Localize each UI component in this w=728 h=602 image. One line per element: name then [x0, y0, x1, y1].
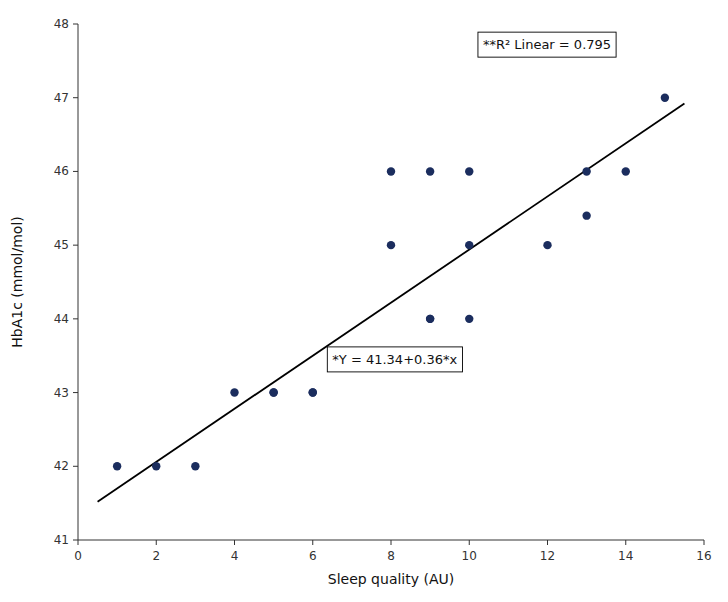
x-tick: [469, 540, 470, 545]
x-tick-label: 10: [462, 549, 477, 563]
annotation: *Y = 41.34+0.36*x: [327, 347, 462, 372]
annotation: **R² Linear = 0.795: [478, 32, 616, 57]
x-tick-label: 2: [152, 549, 160, 563]
y-tick-label: 46: [54, 164, 69, 178]
y-tick-label: 45: [54, 238, 69, 252]
x-tick: [156, 540, 157, 545]
scatter-point: [113, 462, 121, 470]
chart: 02468101214164142434445464748Sleep quali…: [0, 0, 728, 602]
scatter-point: [426, 167, 434, 175]
scatter-point: [465, 241, 473, 249]
x-tick-label: 16: [696, 549, 711, 563]
x-tick-label: 0: [74, 549, 82, 563]
y-tick: [73, 97, 78, 98]
y-tick: [73, 245, 78, 246]
y-tick-label: 42: [54, 459, 69, 473]
annotation-text: *Y = 41.34+0.36*x: [332, 352, 457, 367]
x-tick: [704, 540, 705, 545]
y-tick-label: 47: [54, 91, 69, 105]
scatter-point: [582, 167, 590, 175]
regression-line: [98, 104, 685, 502]
x-tick-label: 8: [387, 549, 395, 563]
scatter-point: [152, 462, 160, 470]
scatter-point: [309, 388, 317, 396]
scatter-point: [582, 211, 590, 219]
scatter-point: [661, 94, 669, 102]
annotation-box: [327, 347, 462, 372]
scatter-point: [465, 167, 473, 175]
scatter-point: [269, 388, 277, 396]
x-tick-label: 4: [231, 549, 239, 563]
x-tick: [78, 540, 79, 545]
scatter-point: [230, 388, 238, 396]
y-tick: [73, 24, 78, 25]
scatter-point: [309, 388, 317, 396]
x-tick-label: 6: [309, 549, 317, 563]
y-axis-line: [78, 24, 79, 540]
y-tick: [73, 171, 78, 172]
x-tick: [625, 540, 626, 545]
plot-area: [98, 94, 685, 502]
scatter-point: [387, 241, 395, 249]
y-tick-label: 48: [54, 17, 69, 31]
x-tick: [391, 540, 392, 545]
annotation-box: [478, 32, 616, 57]
scatter-point: [387, 167, 395, 175]
scatter-point: [191, 462, 199, 470]
scatter-point: [269, 388, 277, 396]
x-tick-label: 12: [540, 549, 555, 563]
x-tick-label: 14: [618, 549, 633, 563]
annotation-text: **R² Linear = 0.795: [483, 37, 611, 52]
x-tick: [234, 540, 235, 545]
scatter-point: [543, 241, 551, 249]
y-tick: [73, 318, 78, 319]
scatter-point: [465, 315, 473, 323]
scatter-point: [622, 167, 630, 175]
x-axis-label: Sleep quality (AU): [328, 571, 454, 587]
y-tick-label: 43: [54, 386, 69, 400]
y-tick-label: 41: [54, 533, 69, 547]
scatter-point: [426, 315, 434, 323]
x-tick: [312, 540, 313, 545]
x-tick: [547, 540, 548, 545]
y-tick: [73, 392, 78, 393]
y-axis-label: HbA1c (mmol/mol): [9, 216, 25, 348]
y-tick: [73, 540, 78, 541]
y-tick-label: 44: [54, 312, 69, 326]
scatter-point: [426, 315, 434, 323]
y-tick: [73, 466, 78, 467]
